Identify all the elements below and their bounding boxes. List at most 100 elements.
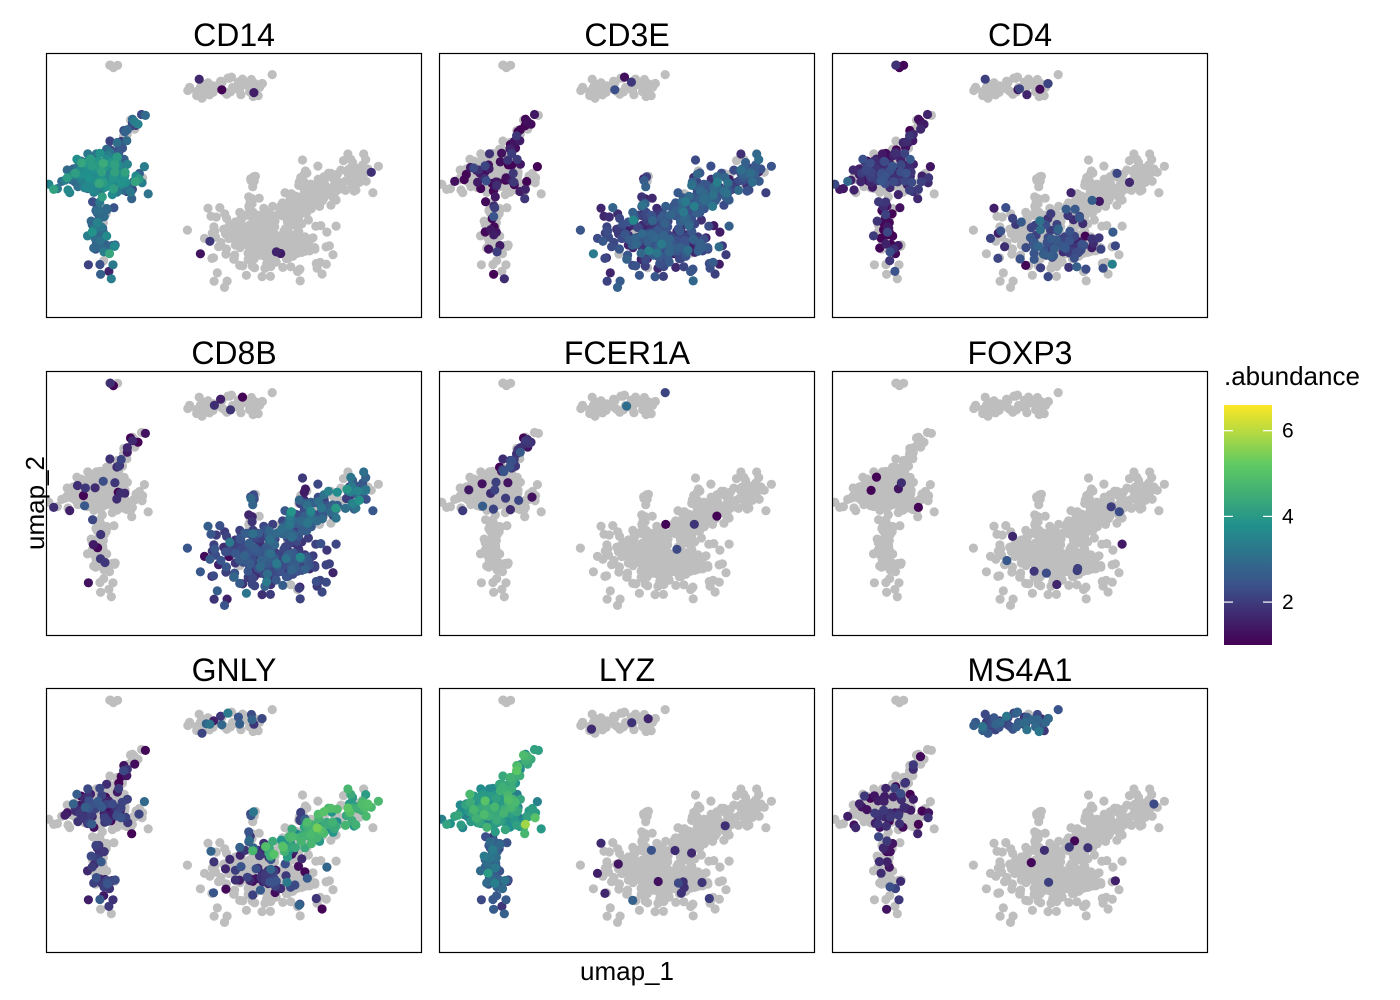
data-point <box>703 561 713 571</box>
data-point <box>882 545 893 555</box>
data-point <box>892 274 902 284</box>
data-point <box>254 193 264 203</box>
data-point-expressed <box>1034 241 1044 251</box>
data-point-expressed <box>106 274 116 284</box>
data-point-expressed <box>503 478 513 488</box>
data-point <box>331 221 341 231</box>
data-point <box>696 533 706 543</box>
data-point <box>1152 167 1162 177</box>
data-point <box>1021 578 1031 588</box>
data-point <box>640 579 650 589</box>
data-point-expressed <box>881 210 891 220</box>
data-point-expressed <box>1035 84 1045 94</box>
data-point-expressed <box>95 259 105 270</box>
data-point-expressed <box>98 476 108 486</box>
data-point-expressed <box>1022 90 1032 100</box>
data-point-expressed <box>501 493 511 503</box>
data-point <box>481 515 491 525</box>
data-point <box>501 578 511 588</box>
data-point <box>838 502 848 512</box>
data-point-expressed <box>575 225 585 235</box>
data-point <box>498 378 508 388</box>
data-point-expressed <box>286 507 296 517</box>
data-point <box>285 202 295 212</box>
data-point <box>694 554 704 565</box>
data-point-expressed <box>916 124 926 134</box>
data-point-expressed <box>321 577 331 587</box>
data-point-expressed <box>80 483 90 493</box>
data-point-expressed <box>1021 260 1031 270</box>
data-point <box>502 521 512 531</box>
data-point <box>665 559 675 569</box>
data-point <box>705 581 715 591</box>
data-point <box>636 566 646 576</box>
data-point <box>688 594 698 604</box>
data-point <box>1003 403 1013 413</box>
data-point <box>532 480 542 490</box>
data-point-expressed <box>87 161 97 171</box>
data-point-expressed <box>527 492 537 502</box>
data-point <box>281 236 291 246</box>
data-point-expressed <box>492 180 502 190</box>
data-point <box>1106 184 1116 194</box>
data-point-expressed <box>885 247 895 257</box>
data-point <box>640 512 650 522</box>
data-point-expressed <box>985 233 996 243</box>
data-point <box>754 494 764 504</box>
data-point <box>628 578 638 588</box>
data-point <box>1089 533 1099 543</box>
data-point <box>227 85 237 95</box>
data-point <box>519 505 529 515</box>
data-point-expressed <box>890 266 900 276</box>
data-point-expressed <box>96 269 106 279</box>
data-point <box>357 164 367 174</box>
data-point-expressed <box>660 219 670 229</box>
data-point <box>891 465 901 475</box>
data-point <box>869 578 879 588</box>
data-point-expressed <box>489 269 499 279</box>
panel-cd14: CD14 <box>45 17 423 319</box>
data-point-expressed <box>1061 204 1071 214</box>
data-point <box>981 249 991 259</box>
data-point <box>872 492 882 502</box>
data-point <box>368 188 378 198</box>
expressed-points <box>46 74 376 284</box>
data-point <box>264 255 274 265</box>
data-point-expressed <box>647 216 658 226</box>
data-point-expressed <box>683 245 693 255</box>
data-point-expressed <box>754 176 764 186</box>
data-point <box>235 260 245 270</box>
data-point-expressed <box>715 227 725 237</box>
data-point-expressed <box>278 580 288 590</box>
data-point <box>302 168 312 178</box>
data-point <box>105 60 115 70</box>
data-point-expressed <box>916 177 926 187</box>
data-point <box>1101 190 1111 200</box>
data-point-expressed <box>88 540 98 550</box>
panel-foxp3: FOXP3 <box>831 335 1209 637</box>
data-point <box>1003 85 1013 95</box>
data-point <box>267 70 277 80</box>
data-point <box>343 175 353 185</box>
data-point-expressed <box>76 158 87 168</box>
data-point-expressed <box>742 186 752 196</box>
data-point-expressed <box>874 197 884 207</box>
data-point-expressed <box>724 221 734 231</box>
data-point-expressed <box>689 519 699 529</box>
data-point-expressed <box>354 495 364 505</box>
data-point-expressed <box>699 195 709 205</box>
data-point-expressed <box>102 231 112 241</box>
data-point <box>891 136 901 146</box>
data-point <box>610 403 620 413</box>
data-point-expressed <box>1124 177 1135 187</box>
panel-title: CD4 <box>988 17 1052 53</box>
data-point-expressed <box>313 479 323 489</box>
data-point <box>1107 577 1117 587</box>
data-point <box>1053 70 1063 80</box>
data-point <box>1040 511 1050 521</box>
data-point-expressed <box>673 188 683 198</box>
data-point-expressed <box>216 394 226 404</box>
data-point-expressed <box>225 405 236 415</box>
data-point <box>214 242 224 252</box>
data-point-expressed <box>464 485 474 495</box>
